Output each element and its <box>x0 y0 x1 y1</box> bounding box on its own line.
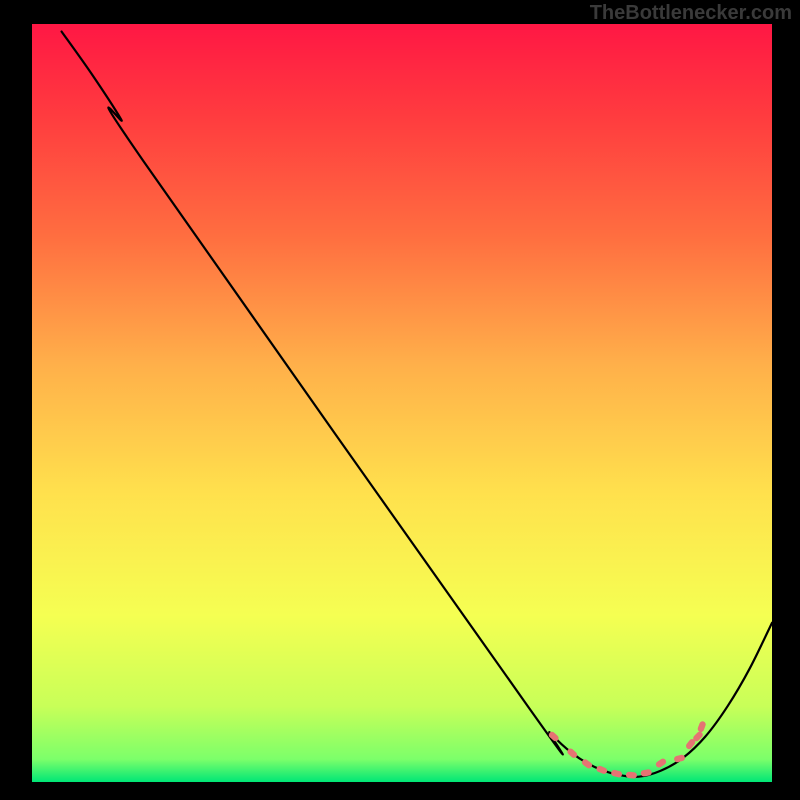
attribution-label: TheBottlenecker.com <box>590 2 792 25</box>
chart-svg <box>32 24 772 782</box>
gradient-background <box>32 24 772 782</box>
plot-area <box>32 24 772 782</box>
chart-wrapper: TheBottlenecker.com <box>0 0 800 800</box>
